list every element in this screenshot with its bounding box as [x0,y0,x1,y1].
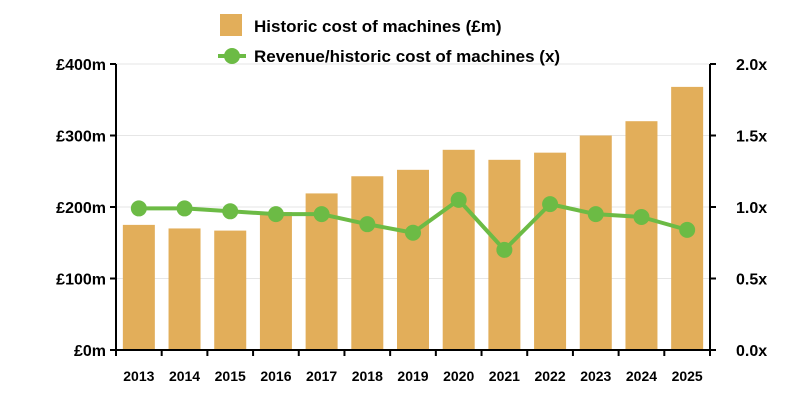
left-tick-label: £300m [56,129,106,146]
x-tick-label: 2022 [534,368,565,384]
legend-bar-label: Historic cost of machines (£m) [254,17,502,36]
x-tick-label: 2013 [123,368,154,384]
right-tick-label: 1.5x [736,129,767,146]
x-tick-label: 2014 [169,368,200,384]
ratio-point-2021 [496,241,513,258]
right-tick-label: 1.0x [736,200,767,217]
bar-2013 [122,224,155,350]
x-tick-label: 2016 [260,368,291,384]
bar-series [122,86,704,350]
bar-2019 [397,169,429,350]
ratio-point-2024 [633,209,650,226]
bar-2020 [442,149,475,350]
legend-line-marker [224,48,240,64]
x-tick-label: 2025 [672,368,703,384]
left-tick-label: £100m [56,272,106,289]
x-tick-label: 2023 [580,368,611,384]
left-tick-label: £0m [74,343,106,360]
bar-2023 [579,135,612,350]
ratio-point-2014 [176,200,193,217]
bar-2015 [214,230,247,350]
x-axis-ticks: 2013 2014 2015 2016 2017 2018 2019 2020 2021 2022… [115,350,711,384]
left-tick-label: £200m [56,200,106,217]
bar-2025 [671,86,704,350]
right-tick-label: 0.5x [736,272,767,289]
legend-line-label: Revenue/historic cost of machines (x) [254,47,560,66]
x-tick-label: 2021 [489,368,520,384]
left-axis-ticks: £0m £100m £200m £300m £400m [56,57,116,360]
ratio-point-2020 [450,191,467,208]
bar-2014 [168,228,201,350]
right-axis-ticks: 0.0x 0.5x 1.0x 1.5x 2.0x [710,57,767,360]
ratio-point-2022 [542,196,559,213]
legend-bar-swatch [220,14,242,36]
ratio-point-2013 [130,200,147,217]
ratio-point-2025 [679,221,696,238]
ratio-point-2015 [222,203,239,220]
x-tick-label: 2020 [443,368,474,384]
x-tick-label: 2017 [306,368,337,384]
x-tick-label: 2015 [215,368,246,384]
ratio-point-2016 [267,206,284,223]
x-tick-label: 2024 [626,368,657,384]
right-tick-label: 0.0x [736,343,767,360]
bar-2024 [625,121,658,350]
left-tick-label: £400m [56,57,106,74]
ratio-point-2017 [313,206,330,223]
bar-2022 [534,152,567,350]
legend: Historic cost of machines (£m) Revenue/h… [218,14,560,66]
ratio-point-2019 [405,224,421,241]
ratio-point-2018 [359,216,376,233]
right-tick-label: 2.0x [736,57,767,74]
bar-2016 [259,212,292,350]
ratio-point-2023 [587,206,604,223]
line-series [130,191,696,258]
x-tick-label: 2018 [352,368,383,384]
x-tick-label: 2019 [397,368,428,384]
bar-2018 [351,176,384,350]
